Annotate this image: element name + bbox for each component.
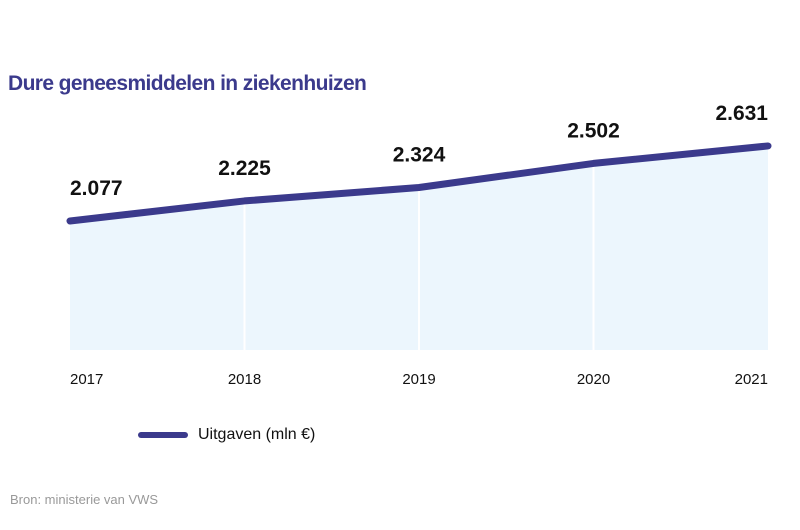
x-tick-label: 2021 <box>735 371 768 388</box>
x-tick-label: 2017 <box>70 371 103 388</box>
plot-area: 2017 2.077 2018 2.225 2019 2.324 2020 2.502 2021… <box>66 102 772 388</box>
data-label: 2.225 <box>218 157 271 180</box>
legend-label: Uitgaven (mln €) <box>198 426 316 443</box>
chart-title: Dure geneesmiddelen in ziekenhuizen <box>8 72 367 95</box>
data-label: 2.631 <box>715 102 768 125</box>
legend: Uitgaven (mln €) <box>138 426 315 444</box>
x-tick-label: 2020 <box>577 371 610 388</box>
source-note: Bron: ministerie van VWS <box>10 492 159 507</box>
legend-swatch <box>138 432 188 438</box>
data-label: 2.077 <box>70 177 123 200</box>
data-label: 2.502 <box>567 119 620 142</box>
x-tick-label: 2018 <box>228 371 261 388</box>
data-label: 2.324 <box>393 144 446 167</box>
x-tick-label: 2019 <box>402 371 435 388</box>
